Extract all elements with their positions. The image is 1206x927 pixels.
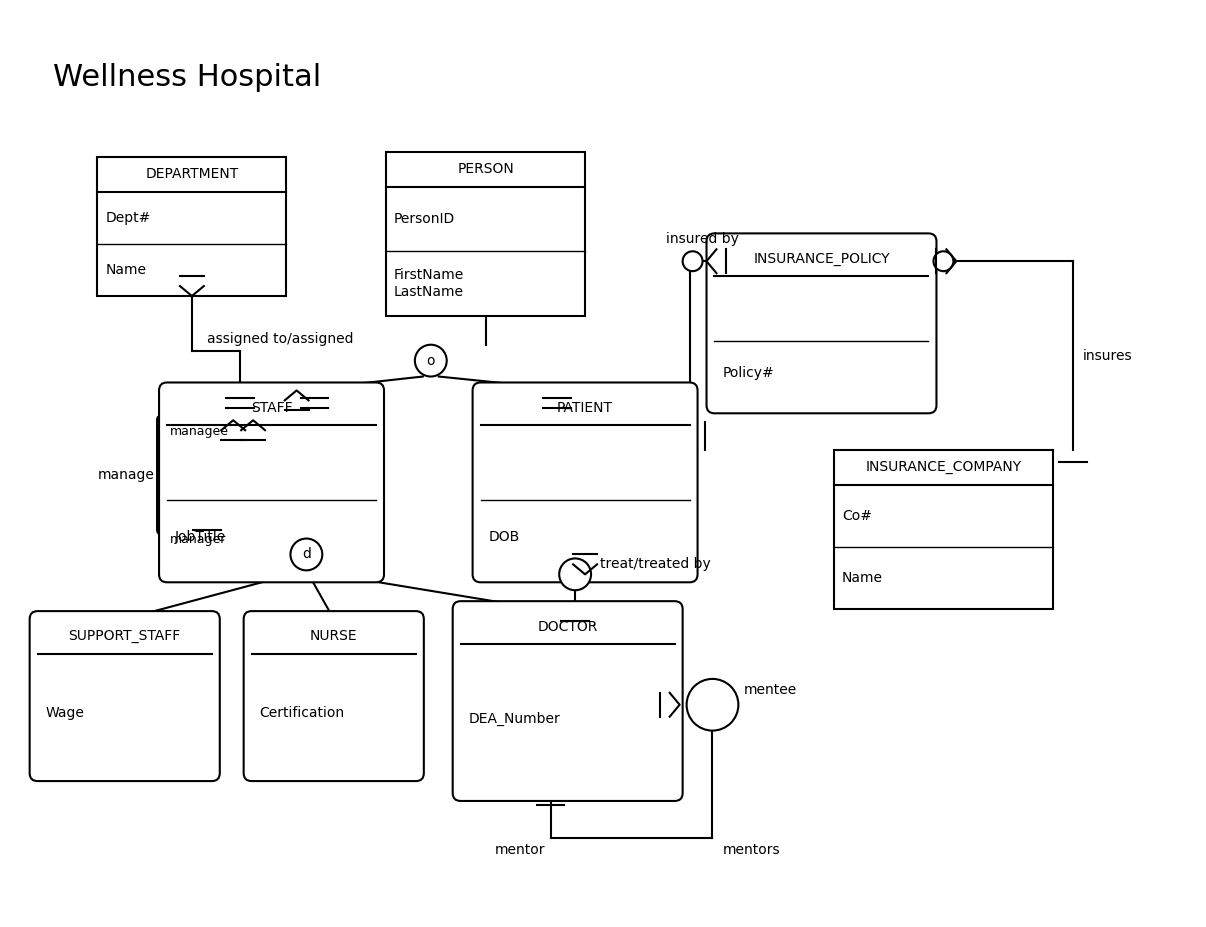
Text: insured by: insured by: [666, 233, 738, 247]
Text: insures: insures: [1083, 349, 1132, 362]
Text: INSURANCE_POLICY: INSURANCE_POLICY: [754, 252, 890, 266]
FancyBboxPatch shape: [157, 415, 297, 535]
FancyBboxPatch shape: [833, 451, 1053, 609]
Text: DOCTOR: DOCTOR: [538, 619, 598, 633]
Text: mentor: mentor: [496, 843, 545, 857]
Text: PERSON: PERSON: [457, 162, 514, 176]
Circle shape: [686, 679, 738, 730]
Text: Wage: Wage: [46, 706, 84, 720]
Circle shape: [933, 251, 954, 272]
Text: Dept#: Dept#: [105, 210, 151, 224]
Text: mentors: mentors: [722, 843, 780, 857]
Text: Name: Name: [105, 263, 146, 277]
FancyBboxPatch shape: [244, 611, 423, 781]
Text: STAFF: STAFF: [251, 400, 292, 415]
FancyBboxPatch shape: [98, 157, 287, 296]
FancyBboxPatch shape: [159, 383, 384, 582]
FancyBboxPatch shape: [473, 383, 697, 582]
Text: DEPARTMENT: DEPARTMENT: [145, 167, 239, 182]
Circle shape: [415, 345, 446, 376]
Text: d: d: [302, 548, 311, 562]
FancyBboxPatch shape: [707, 234, 936, 413]
Text: Certification: Certification: [259, 706, 345, 720]
Text: INSURANCE_COMPANY: INSURANCE_COMPANY: [866, 461, 1021, 475]
Text: PersonID: PersonID: [394, 212, 455, 226]
Text: managee: managee: [170, 425, 229, 438]
FancyBboxPatch shape: [386, 152, 585, 316]
Text: Wellness Hospital: Wellness Hospital: [53, 63, 321, 92]
Text: mentee: mentee: [743, 683, 797, 697]
Text: NURSE: NURSE: [310, 629, 357, 643]
Text: o: o: [427, 353, 435, 368]
Circle shape: [560, 558, 591, 590]
Text: Name: Name: [842, 571, 883, 585]
Text: PATIENT: PATIENT: [557, 400, 613, 415]
Text: DOB: DOB: [488, 530, 520, 544]
Circle shape: [291, 539, 322, 570]
FancyBboxPatch shape: [452, 602, 683, 801]
Text: JobTitle: JobTitle: [175, 530, 227, 544]
Text: manage: manage: [98, 468, 154, 482]
Text: SUPPORT_STAFF: SUPPORT_STAFF: [69, 629, 181, 643]
Text: treat/treated by: treat/treated by: [601, 557, 710, 571]
Circle shape: [683, 251, 703, 272]
Text: Policy#: Policy#: [722, 366, 774, 380]
Text: FirstName
LastName: FirstName LastName: [394, 269, 464, 298]
Text: DEA_Number: DEA_Number: [469, 711, 561, 726]
Text: assigned to/assigned: assigned to/assigned: [207, 332, 353, 346]
FancyBboxPatch shape: [30, 611, 219, 781]
Text: manager: manager: [170, 533, 227, 546]
Text: Co#: Co#: [842, 509, 872, 523]
